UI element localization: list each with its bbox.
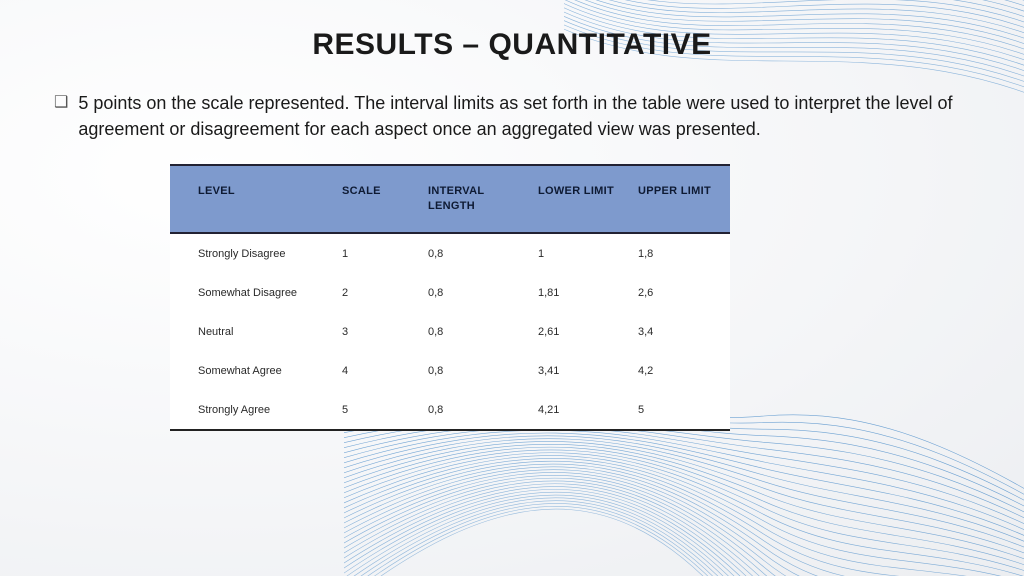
table-row: Strongly Agree50,84,215 (170, 390, 730, 429)
table-row: Strongly Disagree10,811,8 (170, 234, 730, 273)
td-scale: 5 (330, 390, 416, 429)
td-intlen: 0,8 (416, 312, 526, 351)
td-lower: 1 (526, 234, 626, 273)
td-upper: 5 (626, 390, 726, 429)
td-scale: 1 (330, 234, 416, 273)
td-intlen: 0,8 (416, 234, 526, 273)
td-scale: 4 (330, 351, 416, 390)
td-level: Somewhat Agree (170, 351, 330, 390)
td-upper: 3,4 (626, 312, 726, 351)
td-level: Strongly Agree (170, 390, 330, 429)
bullet-glyph: ❑ (54, 90, 68, 116)
td-level: Strongly Disagree (170, 234, 330, 273)
table-body: Strongly Disagree10,811,8Somewhat Disagr… (170, 234, 730, 429)
table-row: Somewhat Agree40,83,414,2 (170, 351, 730, 390)
td-lower: 4,21 (526, 390, 626, 429)
td-lower: 1,81 (526, 273, 626, 312)
td-lower: 2,61 (526, 312, 626, 351)
th-lower-limit: LOWER LIMIT (526, 166, 626, 232)
bullet-item: ❑ 5 points on the scale represented. The… (50, 90, 974, 142)
td-upper: 1,8 (626, 234, 726, 273)
bullet-text: 5 points on the scale represented. The i… (78, 90, 970, 142)
th-scale: SCALE (330, 166, 416, 232)
th-level: LEVEL (170, 166, 330, 232)
td-lower: 3,41 (526, 351, 626, 390)
td-intlen: 0,8 (416, 390, 526, 429)
td-intlen: 0,8 (416, 351, 526, 390)
td-scale: 2 (330, 273, 416, 312)
table-row: Somewhat Disagree20,81,812,6 (170, 273, 730, 312)
table-row: Neutral30,82,613,4 (170, 312, 730, 351)
th-interval-length: INTERVAL LENGTH (416, 166, 526, 232)
td-scale: 3 (330, 312, 416, 351)
td-level: Somewhat Disagree (170, 273, 330, 312)
td-upper: 4,2 (626, 351, 726, 390)
slide-title: RESULTS – QUANTITATIVE (50, 28, 974, 62)
scale-table: LEVEL SCALE INTERVAL LENGTH LOWER LIMIT … (170, 164, 730, 431)
td-intlen: 0,8 (416, 273, 526, 312)
td-upper: 2,6 (626, 273, 726, 312)
th-upper-limit: UPPER LIMIT (626, 166, 726, 232)
td-level: Neutral (170, 312, 330, 351)
table-header-row: LEVEL SCALE INTERVAL LENGTH LOWER LIMIT … (170, 164, 730, 234)
slide: RESULTS – QUANTITATIVE ❑ 5 points on the… (0, 0, 1024, 576)
